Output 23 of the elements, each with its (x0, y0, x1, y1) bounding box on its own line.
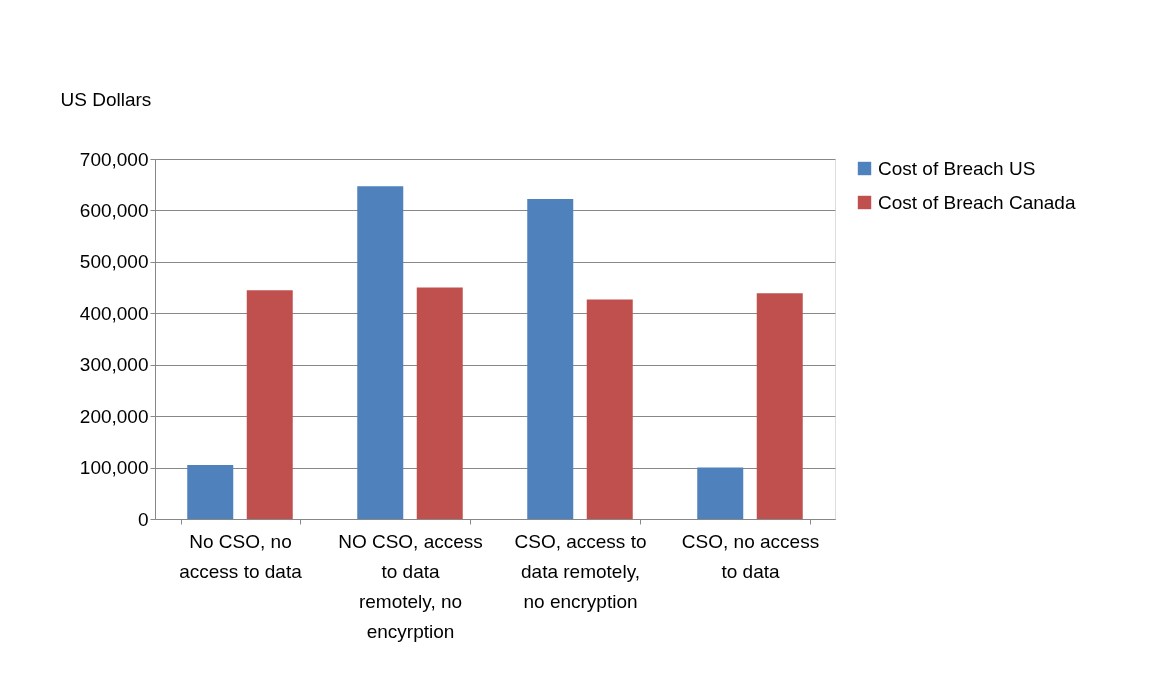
x-tick-label: CSO, access to data remotely, no encryption (514, 530, 647, 612)
bar (756, 293, 803, 519)
y-tick-label: 200,000 (79, 405, 149, 427)
x-tick-label: No CSO, no access to data (179, 530, 303, 582)
bar (187, 465, 234, 519)
legend-label: Cost of Breach US (878, 157, 1036, 179)
y-tick-label: 0 (137, 508, 149, 530)
bar (697, 467, 744, 519)
bar (357, 186, 404, 519)
y-tick-label: 400,000 (79, 302, 149, 324)
y-axis-title: US Dollars (60, 88, 152, 110)
x-tick-label: NO CSO, access to data remotely, no encyrption (338, 530, 483, 642)
bar (586, 299, 633, 519)
bar (527, 199, 574, 519)
y-tick-label: 600,000 (79, 199, 149, 221)
legend-label: Cost of Breach Canada (878, 191, 1076, 213)
y-tick-label: 100,000 (79, 457, 149, 479)
y-tick-label: 300,000 (79, 354, 149, 376)
bar (416, 287, 463, 519)
x-tick-label: CSO, no access to data (681, 530, 820, 582)
y-tick-label: 700,000 (79, 148, 149, 170)
bar (246, 290, 293, 519)
y-tick-label: 500,000 (79, 251, 149, 273)
